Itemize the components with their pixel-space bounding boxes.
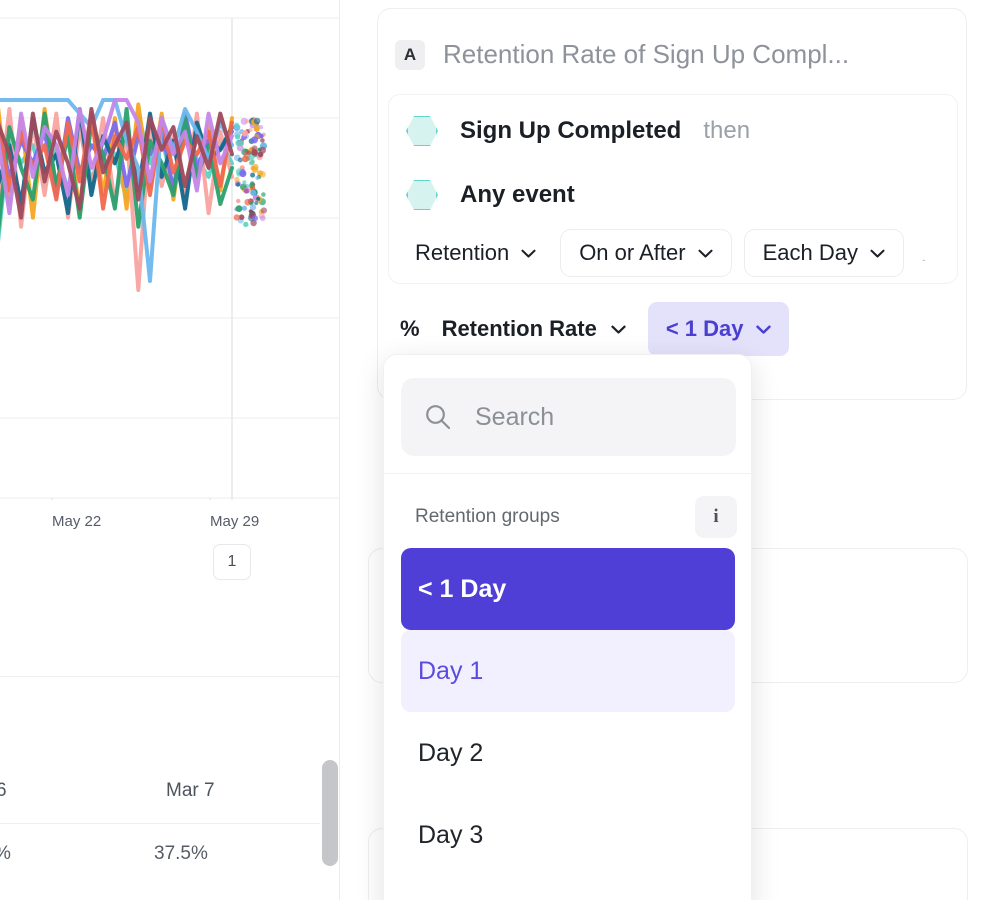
metric-label-text: Retention Rate xyxy=(441,316,597,341)
chip-overflow-clipped[interactable]: ⌄ xyxy=(918,245,926,261)
hexagon-icon xyxy=(406,179,438,211)
dropdown-option-day-1[interactable]: Day 1 xyxy=(401,630,735,712)
table-cell: 37.5% xyxy=(154,843,208,864)
chevron-down-icon xyxy=(756,324,772,334)
chevron-down-icon xyxy=(870,249,885,258)
metric-config-row: % Retention Rate < 1 Day xyxy=(400,302,790,356)
event-row-1[interactable]: Sign Up Completed then xyxy=(406,115,750,147)
event-row-2[interactable]: Any event xyxy=(406,179,575,211)
option-label: < 1 Day xyxy=(418,574,507,603)
x-tick-label: May 29 xyxy=(210,513,260,530)
chevron-down-icon xyxy=(698,249,713,258)
event-name[interactable]: Any event xyxy=(460,181,575,208)
chip-label: On or After xyxy=(579,240,686,265)
event-name[interactable]: Sign Up Completed xyxy=(460,117,682,144)
chip-label: Retention xyxy=(415,240,510,265)
chevron-down-icon xyxy=(521,249,536,258)
scrollbar-thumb[interactable] xyxy=(322,760,338,866)
search-icon xyxy=(423,402,453,432)
chart-canvas xyxy=(0,17,340,500)
dropdown-group-header: Retention groups i xyxy=(415,492,737,542)
analytics-left-pane: May 22 May 29 1 6 Mar 7 % 37.5% xyxy=(0,0,340,900)
chip-each-day[interactable]: Each Day xyxy=(743,229,904,277)
dropdown-option-day-2[interactable]: Day 2 xyxy=(401,712,735,794)
chip-on-or-after[interactable]: On or After xyxy=(560,229,732,277)
events-group: Sign Up Completed then Any event Retenti… xyxy=(388,94,958,284)
query-card-a: A Retention Rate of Sign Up Compl... Sig… xyxy=(377,8,967,400)
dropdown-option-day-3[interactable]: Day 3 xyxy=(401,794,735,876)
info-icon[interactable]: i xyxy=(695,496,737,538)
dropdown-search-field[interactable]: Search xyxy=(401,378,736,456)
table-header-row: 6 Mar 7 xyxy=(0,766,340,820)
query-title[interactable]: Retention Rate of Sign Up Compl... xyxy=(443,39,850,69)
event-connector-label: then xyxy=(703,117,751,144)
chart-x-axis: May 22 May 29 xyxy=(0,505,340,535)
search-placeholder: Search xyxy=(475,402,555,431)
retention-config-chips: Retention On or After Each Day xyxy=(403,229,926,277)
chevron-down-icon xyxy=(611,325,626,334)
query-letter-badge: A xyxy=(395,39,425,70)
pane-separator xyxy=(339,0,340,900)
table-header-cell: 6 xyxy=(0,780,7,801)
retention-line-chart[interactable] xyxy=(0,0,340,500)
metric-selector[interactable]: Retention Rate xyxy=(442,316,626,342)
table-row-divider xyxy=(0,823,320,824)
option-label: Day 3 xyxy=(418,820,484,849)
x-tick-label: May 22 xyxy=(52,513,102,530)
dropdown-divider xyxy=(384,473,751,474)
hexagon-icon xyxy=(406,115,438,147)
retention-data-table: 6 Mar 7 % 37.5% xyxy=(0,676,340,900)
chip-retention-type[interactable]: Retention xyxy=(403,232,548,274)
option-label: Day 2 xyxy=(418,738,484,767)
percent-symbol: % xyxy=(400,316,420,341)
retention-group-value: < 1 Day xyxy=(665,316,744,341)
pagination-page-1-button[interactable]: 1 xyxy=(213,544,251,580)
group-header-label: Retention groups xyxy=(415,506,560,527)
dropdown-option-lt-1-day[interactable]: < 1 Day xyxy=(401,548,735,630)
query-card-header: A Retention Rate of Sign Up Compl... xyxy=(395,39,849,70)
table-header-cell: Mar 7 xyxy=(166,780,215,801)
option-label: Day 1 xyxy=(418,656,484,685)
chip-label: Each Day xyxy=(762,240,858,265)
retention-group-dropdown: Search Retention groups i < 1 Day Day 1 … xyxy=(383,354,752,900)
table-cell: % xyxy=(0,843,11,865)
pane-divider xyxy=(0,676,340,677)
retention-group-selector[interactable]: < 1 Day xyxy=(647,302,790,356)
